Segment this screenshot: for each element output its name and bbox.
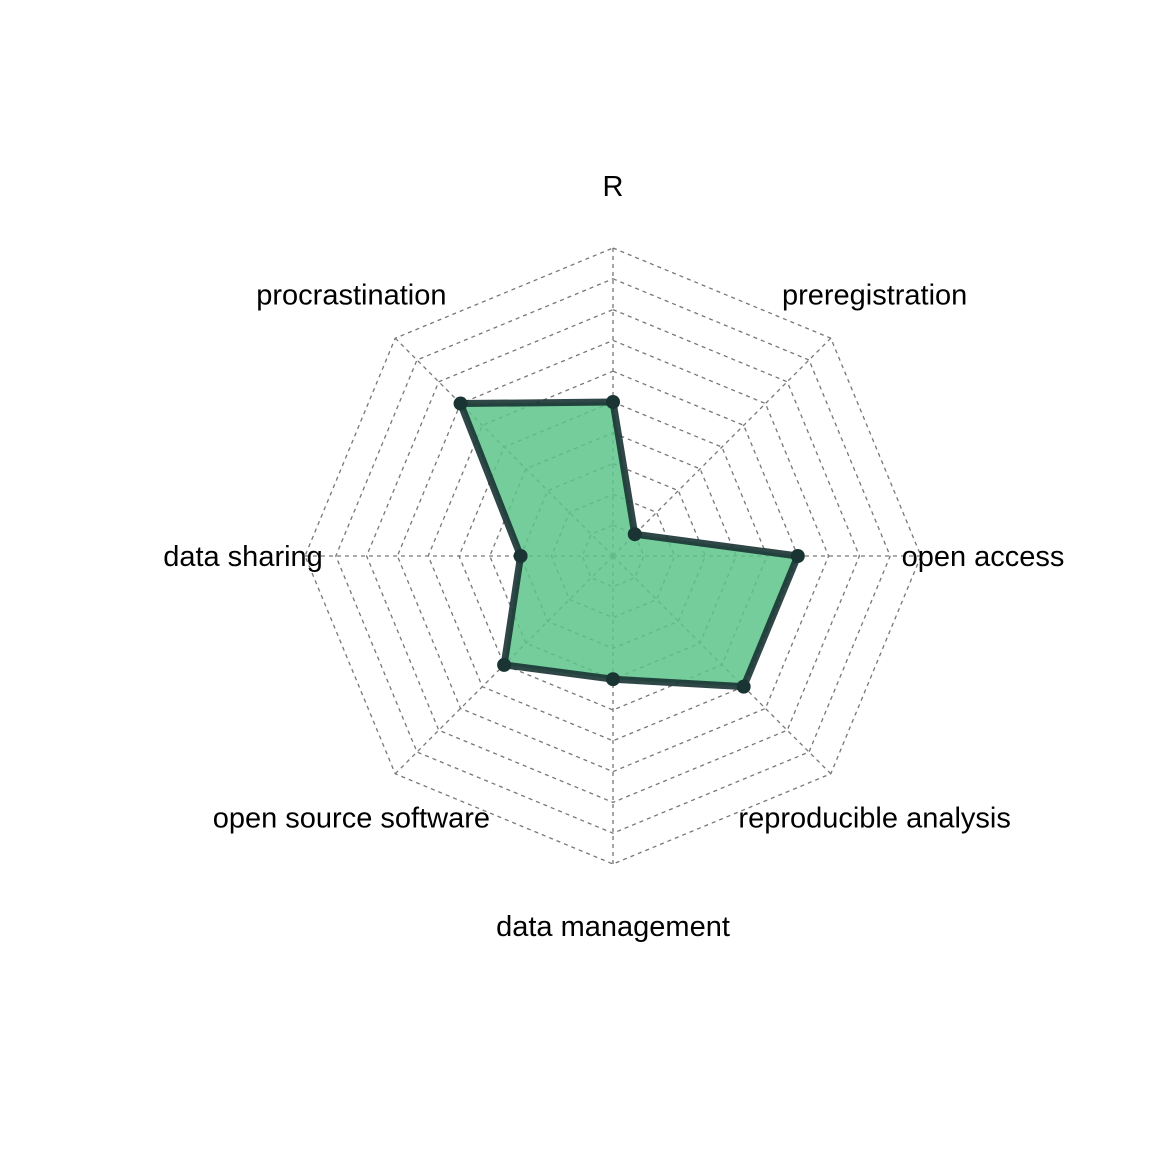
axis-label: data sharing bbox=[163, 541, 323, 573]
data-point-open-access bbox=[790, 549, 805, 563]
axis-label: data management bbox=[496, 911, 730, 943]
data-point-R bbox=[606, 395, 620, 409]
data-point-reproducible-analysis bbox=[736, 679, 751, 694]
axis-label: procrastination bbox=[256, 279, 446, 311]
axis-label: R bbox=[603, 171, 624, 203]
data-point-data-sharing bbox=[513, 549, 528, 563]
series bbox=[453, 395, 805, 694]
axis-label: preregistration bbox=[782, 279, 967, 311]
data-point-procrastination bbox=[453, 396, 468, 411]
data-point-open-source-software bbox=[497, 657, 512, 672]
grid-ring bbox=[335, 278, 891, 834]
data-point-preregistration bbox=[627, 527, 642, 542]
grid-ring bbox=[304, 247, 922, 865]
data-point-data-management bbox=[606, 672, 620, 687]
grid-spoke bbox=[612, 337, 832, 557]
grid-ring bbox=[365, 308, 861, 804]
series-area bbox=[457, 398, 802, 691]
axis-label: reproducible analysis bbox=[738, 803, 1010, 835]
axis-label: open access bbox=[902, 541, 1065, 573]
axis-label: open source software bbox=[213, 803, 490, 835]
